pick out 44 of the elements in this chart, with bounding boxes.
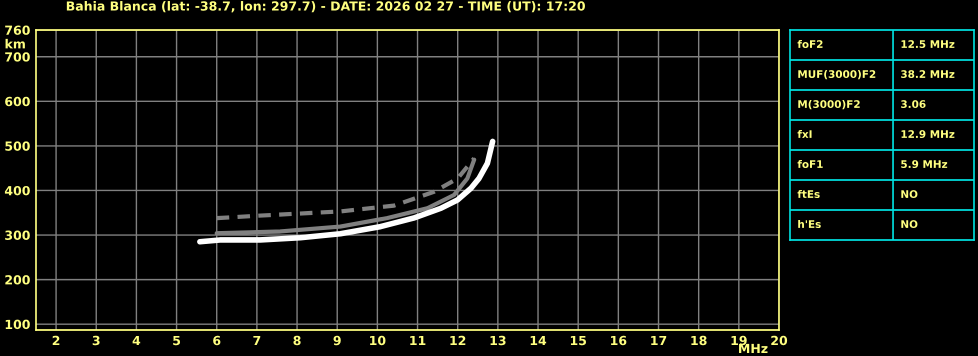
chart-title: Bahia Blanca (lat: -38.7, lon: 297.7) - DATE: 2026 02 27 - TIME (UT): 17:20 [66,1,585,12]
y-tick-label: 200 [5,275,30,285]
x-tick-label: 8 [293,336,301,346]
x-tick-label: 11 [410,336,426,346]
y-tick-label: 400 [4,186,30,196]
x-tick-label: 20 [771,336,788,346]
text: MUF(3000)F2 [798,70,876,80]
x-tick-label: 3 [92,336,100,346]
text: NO [901,190,918,198]
x-tick-label: 5 [173,336,180,346]
text: NO [901,220,918,228]
text: 12.9 MHz [902,130,954,138]
x-tick-label: 9 [334,336,341,346]
x-tick-label: 2 [52,336,60,346]
text: 3.06 [901,100,926,108]
text: foF1 [798,160,823,168]
x-tick-label: 13 [490,336,506,346]
y-axis-title: km [6,38,25,48]
x-tick-label: 17 [651,336,666,346]
x-tick-label: 15 [570,336,586,346]
text: foF2 [798,40,823,48]
x-tick-label: 10 [370,336,386,346]
x-tick-label: 16 [611,336,626,346]
text: h'Es [798,220,821,228]
text: fxI [798,130,812,138]
y-tick-label: 500 [5,141,30,151]
text: 38.2 MHz [901,70,954,78]
y-tick-label: 700 [5,52,30,62]
text: M(3000)F2 [798,100,860,110]
x-tick-label: 6 [213,336,220,346]
y-tick-label: 600 [5,96,30,106]
x-tick-label: 19 [732,336,747,346]
x-tick-label: 14 [530,336,546,346]
text: 12.5 MHz [902,40,954,48]
y-tick-label: 760 [5,25,30,35]
text: ftEs [798,190,820,198]
x-tick-label: 12 [450,336,466,346]
x-tick-label: 4 [132,336,140,346]
x-tick-label: 18 [691,336,707,346]
y-tick-label: 100 [6,320,30,330]
text: 5.9 MHz [901,160,948,168]
y-tick-label: 300 [5,230,30,240]
x-tick-label: 7 [253,336,260,346]
x-axis-title: MHz [739,344,768,353]
